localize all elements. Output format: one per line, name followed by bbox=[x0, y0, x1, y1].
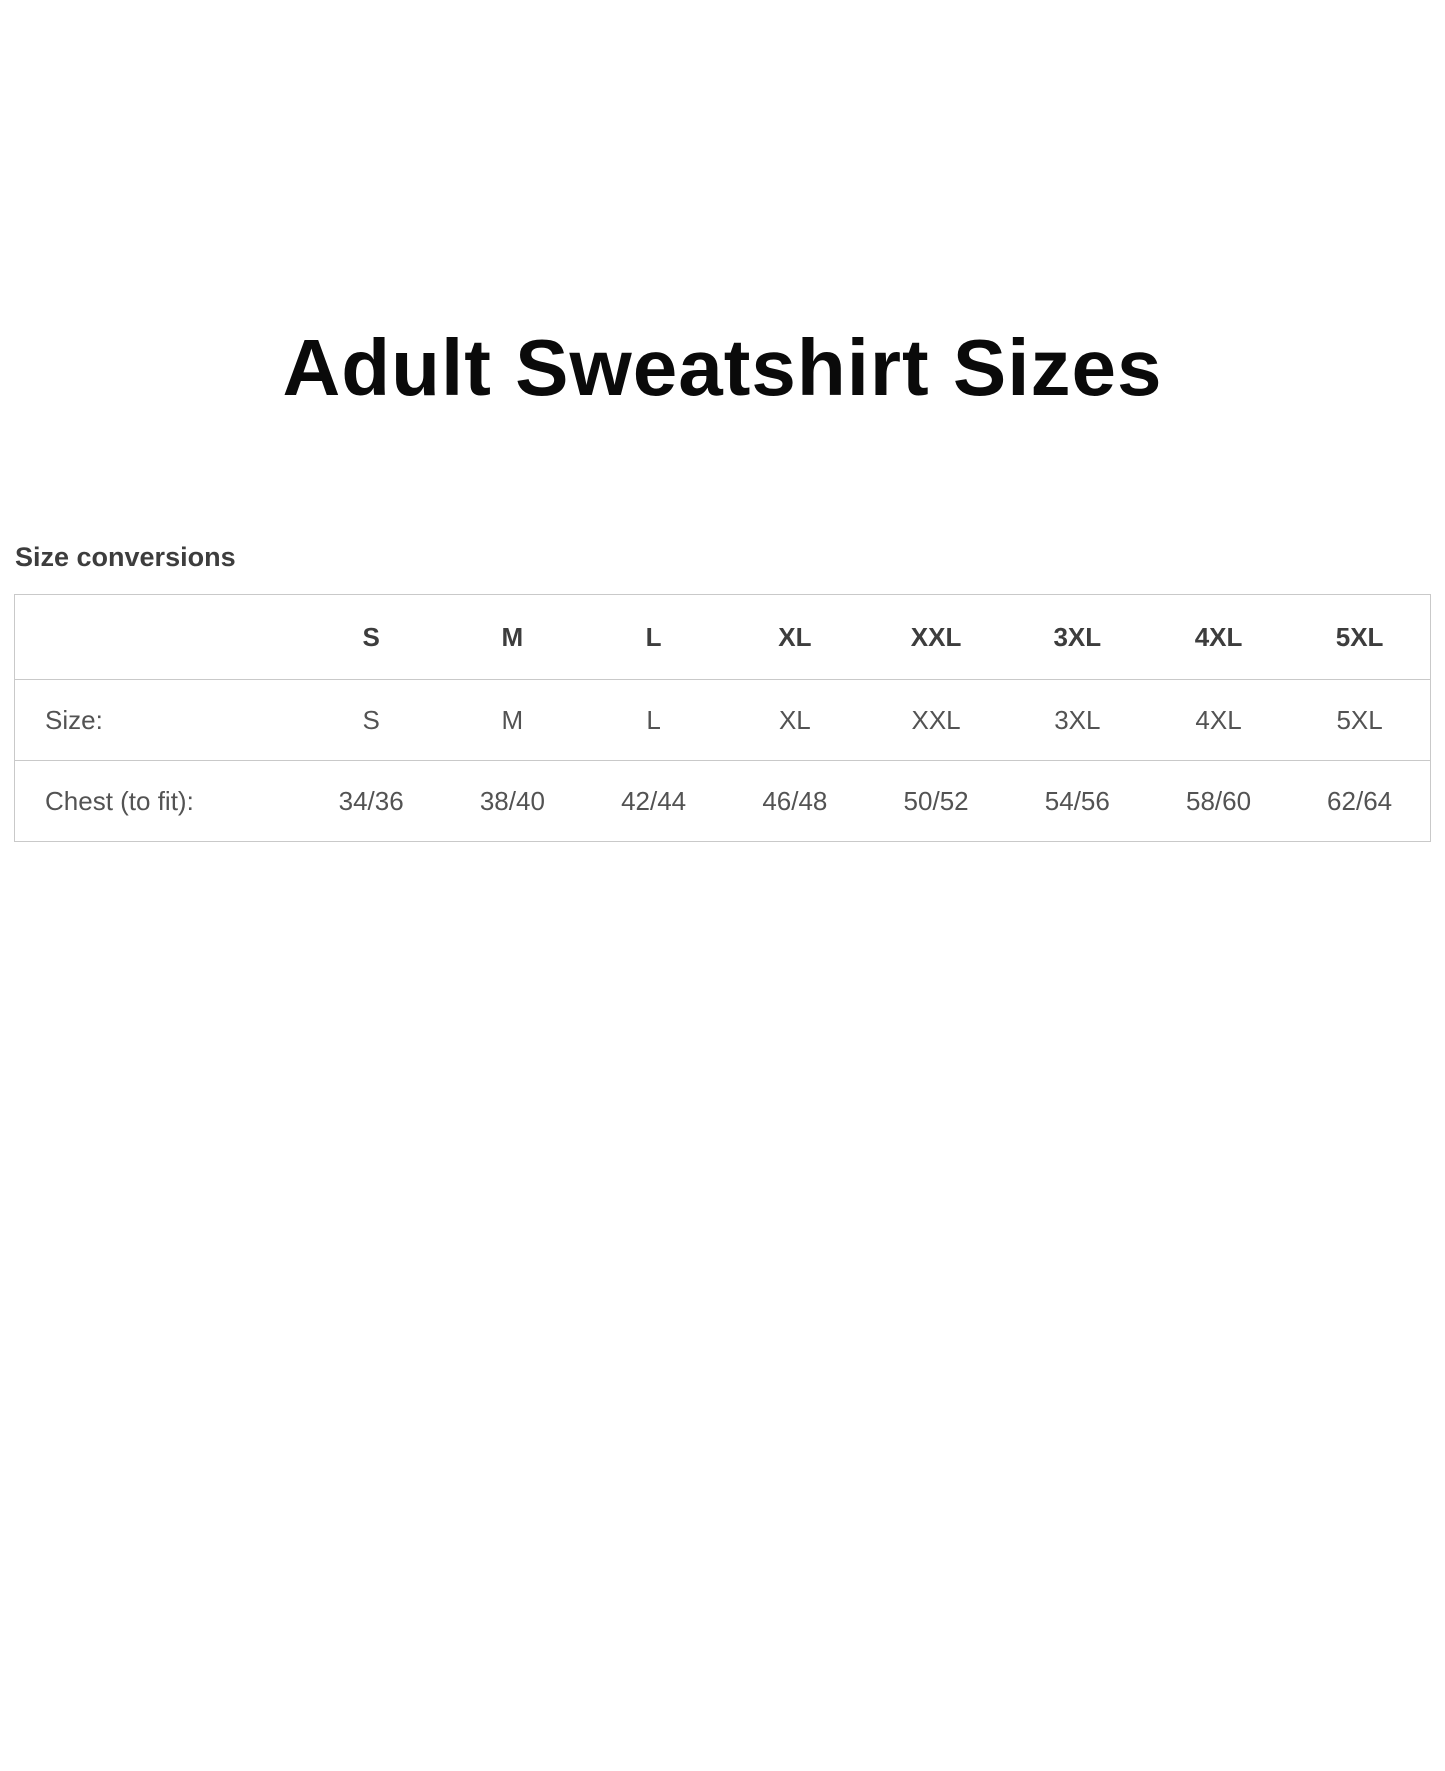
chest-cell: 58/60 bbox=[1186, 786, 1252, 816]
chest-cell: 38/40 bbox=[479, 786, 545, 816]
chest-cell: 62/64 bbox=[1327, 786, 1393, 816]
column-header: S bbox=[362, 622, 380, 652]
size-cell: M bbox=[501, 705, 524, 735]
row-label: Size: bbox=[45, 705, 103, 735]
column-header: 5XL bbox=[1335, 622, 1384, 652]
size-chart-section: Size conversions S M L XL XXL 3XL 4XL 5X… bbox=[14, 542, 1431, 842]
column-header: 4XL bbox=[1194, 622, 1243, 652]
chest-cell: 54/56 bbox=[1044, 786, 1110, 816]
chest-cell: 46/48 bbox=[762, 786, 828, 816]
table-header-row: S M L XL XXL 3XL 4XL 5XL bbox=[14, 595, 1431, 680]
column-header: L bbox=[645, 622, 662, 652]
page-title: Adult Sweatshirt Sizes bbox=[282, 323, 1163, 412]
column-header: XXL bbox=[910, 622, 962, 652]
size-cell: XXL bbox=[911, 705, 961, 735]
size-cell: S bbox=[362, 705, 380, 735]
column-header: 3XL bbox=[1053, 622, 1102, 652]
size-conversion-table: S M L XL XXL 3XL 4XL 5XL Size: S M L XL … bbox=[14, 594, 1431, 842]
row-label: Chest (to fit): bbox=[45, 786, 194, 816]
chest-cell: 42/44 bbox=[621, 786, 687, 816]
size-cell: 4XL bbox=[1195, 705, 1242, 735]
size-cell: L bbox=[646, 705, 661, 735]
table-row-chest: Chest (to fit): 34/36 38/40 42/44 46/48 … bbox=[15, 761, 1431, 842]
column-header: XL bbox=[778, 622, 812, 652]
chest-cell: 50/52 bbox=[903, 786, 969, 816]
size-cell: 3XL bbox=[1054, 705, 1101, 735]
chest-cell: 34/36 bbox=[338, 786, 404, 816]
size-cell: XL bbox=[778, 705, 811, 735]
column-header: M bbox=[501, 622, 524, 652]
table-row-size: Size: S M L XL XXL 3XL 4XL 5XL bbox=[14, 680, 1431, 761]
header-empty-cell bbox=[15, 595, 301, 680]
size-cell: 5XL bbox=[1336, 705, 1383, 735]
size-conversions-heading: Size conversions bbox=[15, 542, 236, 572]
